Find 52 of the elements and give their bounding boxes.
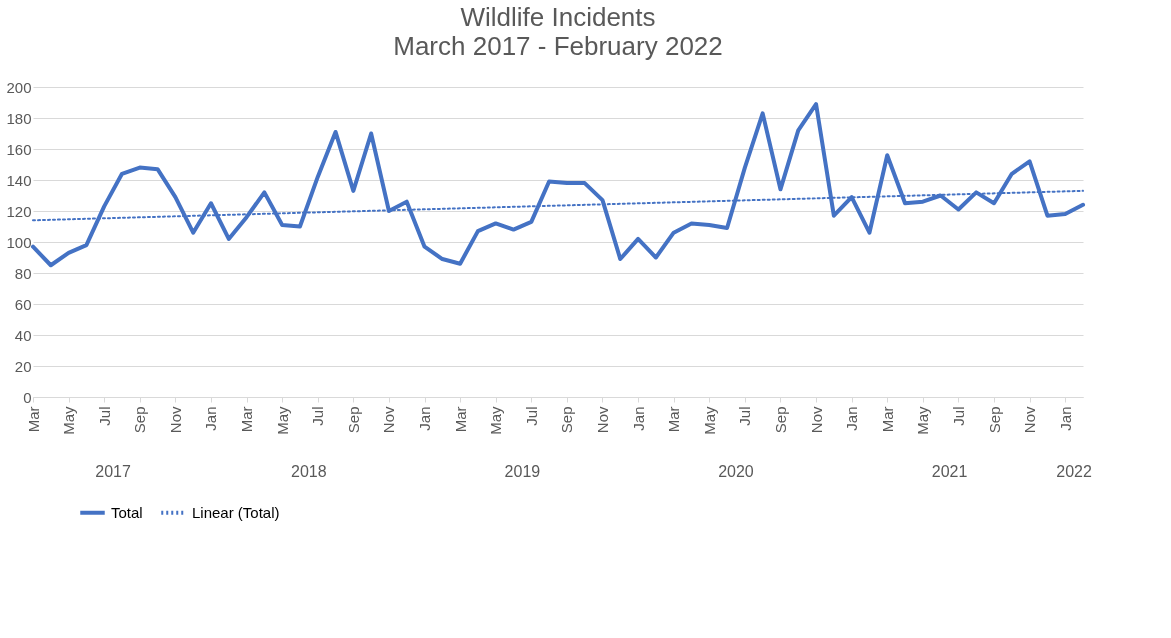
x-tick-label: Nov <box>380 406 398 434</box>
y-tick-label: 160 <box>6 140 32 158</box>
x-tick-label: Jul <box>736 406 754 426</box>
x-tick-label: Jan <box>1056 406 1074 431</box>
line-series <box>31 102 1085 268</box>
x-tick-label: Nov <box>1021 406 1039 434</box>
x-tick-label: Sep <box>558 406 576 434</box>
x-tick-label: Jul <box>309 406 327 426</box>
x-tick-label: Sep <box>131 406 149 434</box>
y-tick-label: 200 <box>6 78 32 96</box>
x-tick-label: Nov <box>166 406 184 434</box>
text: 2022 <box>1056 463 1092 480</box>
text: 2018 <box>291 463 327 480</box>
x-tick-label: May <box>273 406 291 435</box>
y-tick-label: 120 <box>6 202 32 220</box>
x-tick-label: May <box>700 406 718 435</box>
x-tick-label: Jul <box>949 406 967 426</box>
y-tick-label: 0 <box>23 388 32 406</box>
x-tick-label: Mar <box>24 406 42 433</box>
text: 2019 <box>504 463 541 480</box>
text: 2021 <box>931 463 968 480</box>
x-tick-label: Jul <box>522 406 540 426</box>
y-tick-label: 180 <box>6 109 32 127</box>
x-tick-label: Jan <box>416 406 434 431</box>
x-tick-label: Mar <box>238 406 256 433</box>
x-tick-label: Jan <box>843 406 861 431</box>
y-tick-label: 140 <box>6 171 32 189</box>
x-tick-label: Sep <box>985 406 1003 434</box>
x-tick-label: Jan <box>202 406 220 431</box>
x-tick-label: Mar <box>451 406 469 433</box>
x-tick-label: Jul <box>95 406 113 426</box>
x-tick-label: Nov <box>593 406 611 434</box>
legend-label: Linear (Total) <box>192 503 280 521</box>
text: 2017 <box>95 463 131 480</box>
x-tick-label: May <box>487 406 505 435</box>
chart-title: Wildlife Incidents <box>460 2 656 32</box>
y-tick-label: 100 <box>6 233 32 251</box>
y-tick-label: 40 <box>14 326 32 344</box>
y-tick-label: 60 <box>14 295 32 313</box>
x-tick-label: Nov <box>807 406 825 434</box>
text: 2020 <box>718 463 754 480</box>
y-tick-label: 80 <box>14 264 32 282</box>
legend-label: Total <box>111 503 143 521</box>
x-tick-label: Sep <box>344 406 362 434</box>
x-tick-label: May <box>914 406 932 435</box>
x-tick-label: Mar <box>665 406 683 433</box>
x-tick-label: Mar <box>878 406 896 433</box>
x-tick-label: Sep <box>771 406 789 434</box>
chart-subtitle: March 2017 - February 2022 <box>393 31 723 61</box>
x-tick-label: May <box>60 406 78 435</box>
y-tick-label: 20 <box>14 357 32 375</box>
x-tick-label: Jan <box>629 406 647 431</box>
